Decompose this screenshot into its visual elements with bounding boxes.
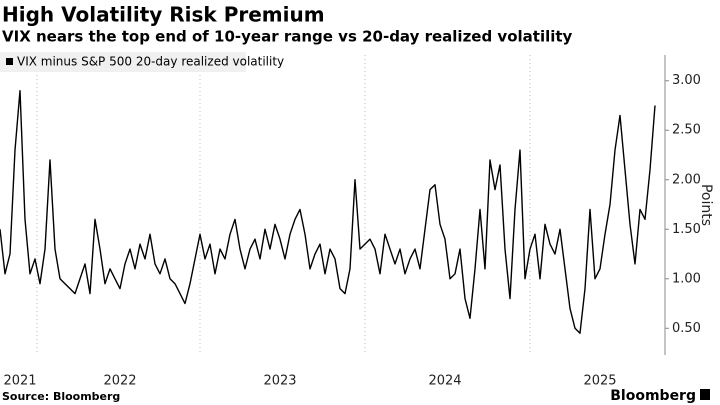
y-tick-label: 2.50: [672, 123, 701, 138]
x-tick-label: 2024: [428, 374, 461, 389]
x-tick-label: 2025: [583, 374, 616, 389]
chart-title: High Volatility Risk Premium: [2, 3, 325, 27]
legend-box: [0, 52, 246, 72]
legend-swatch: [6, 58, 13, 65]
x-tick-label: 2023: [263, 374, 296, 389]
line-series: [0, 89, 656, 334]
legend-label: VIX minus S&P 500 20-day realized volati…: [17, 55, 284, 69]
brand-icon: [700, 389, 710, 400]
y-tick-label: 3.00: [672, 73, 701, 88]
x-tick-label: 2022: [103, 374, 136, 389]
x-tick-label: 2021: [3, 374, 36, 389]
y-tick-label: 0.50: [672, 321, 701, 336]
chart-subtitle: VIX nears the top end of 10-year range v…: [2, 28, 573, 46]
brand: Bloomberg: [610, 388, 696, 404]
y-tick-label: 2.00: [672, 172, 701, 187]
y-tick-label: 1.00: [672, 271, 701, 286]
source: Source: Bloomberg: [2, 390, 120, 403]
y-tick-label: 1.50: [672, 222, 701, 237]
y-axis-label: Points: [698, 184, 714, 226]
